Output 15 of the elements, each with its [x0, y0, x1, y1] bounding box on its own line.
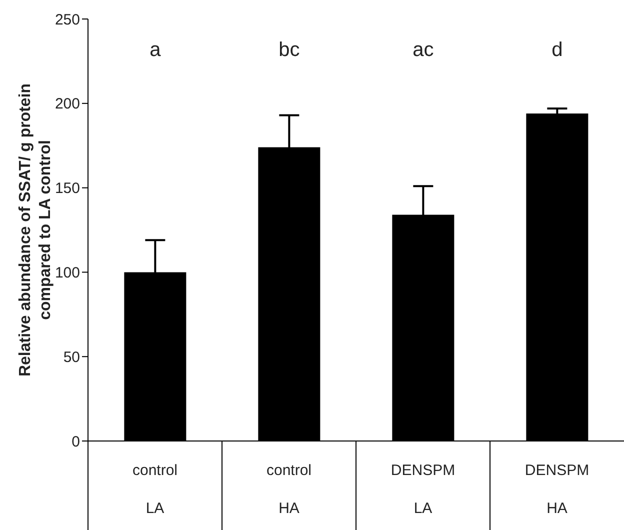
annotation: ac	[412, 39, 434, 61]
category-label: control LA	[132, 462, 178, 517]
annotation: a	[150, 39, 162, 61]
annotation: bc	[278, 39, 300, 61]
y-tick-label: 0	[72, 433, 80, 450]
y-tick-label: 250	[54, 11, 80, 28]
category-label: DENSPM HA	[524, 462, 590, 517]
y-tick-label: 150	[54, 180, 80, 198]
category-label: DENSPM LA	[390, 462, 456, 517]
y-tick-label: 50	[63, 348, 80, 366]
y-axis-title: Relative abundance of SSAT/ g protein compared to LA control	[17, 83, 54, 377]
annotation: d	[552, 39, 563, 61]
y-tick-label: 100	[54, 264, 80, 282]
y-tick-label: 200	[54, 96, 80, 113]
category-label: control HA	[266, 462, 312, 517]
